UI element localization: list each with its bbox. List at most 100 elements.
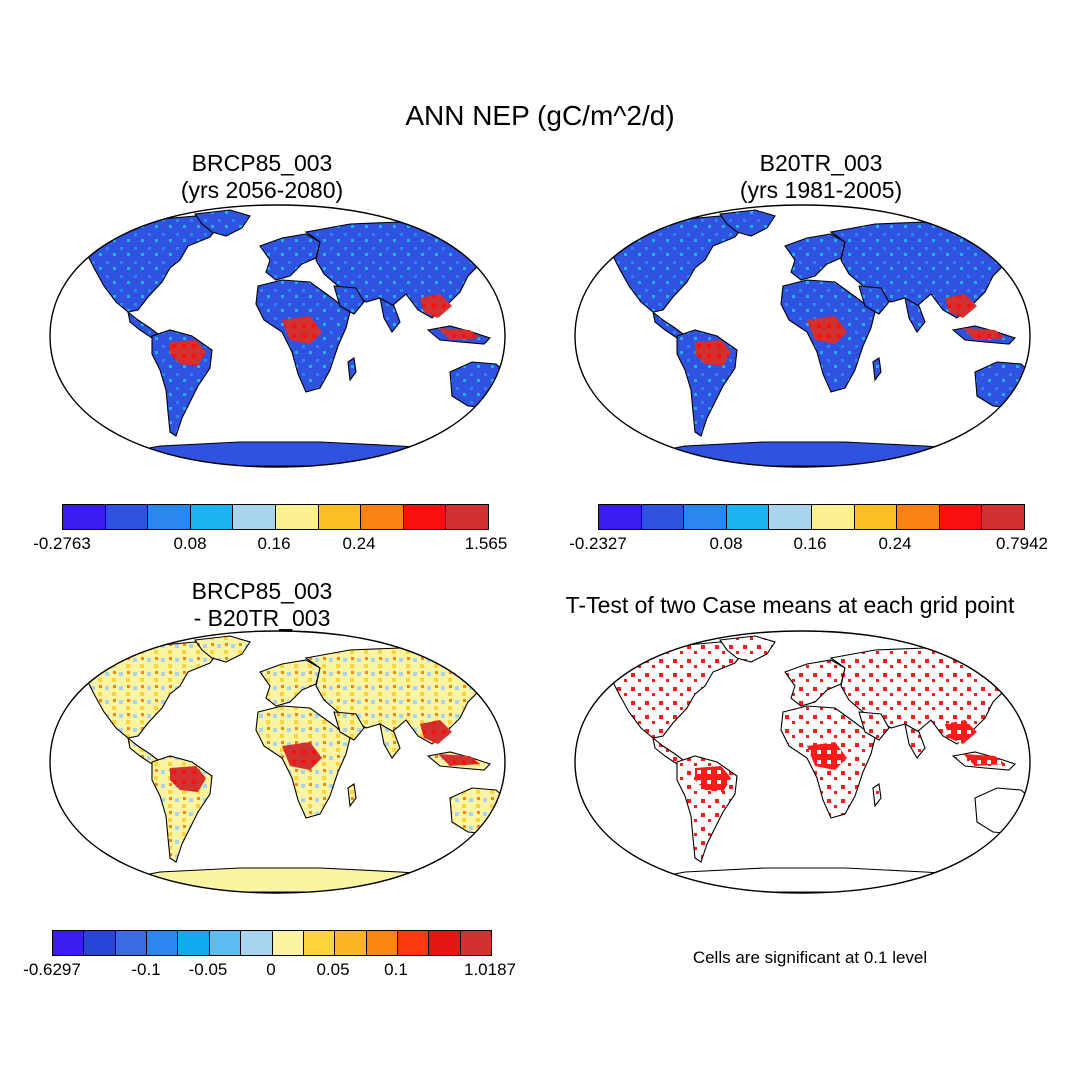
tick-label: 0.16 xyxy=(793,534,827,553)
hotspot-region xyxy=(945,720,977,744)
colorbar-cell xyxy=(115,931,148,955)
hotspot-region xyxy=(807,742,847,770)
colorbar-cell xyxy=(599,505,642,529)
tick-label: 1.565 xyxy=(464,534,508,553)
colorbar-cell xyxy=(939,505,983,529)
tick-label: 0.24 xyxy=(878,534,912,553)
colorbar-cell xyxy=(147,931,179,955)
tick-label: -0.2327 xyxy=(569,534,627,553)
map-panel-historical xyxy=(574,204,1031,468)
tick-label: -0.2763 xyxy=(33,534,91,553)
colorbar-cell xyxy=(811,505,855,529)
land-region xyxy=(379,296,401,333)
colorbar-cell xyxy=(53,931,85,955)
land-region xyxy=(194,209,251,237)
map-panel-future xyxy=(49,204,522,468)
panel1-title-line2: (yrs 2056-2080) xyxy=(180,177,344,203)
panel3-title-line1: BRCP85_003 xyxy=(191,578,333,604)
panel1-title: BRCP85_003 (yrs 2056-2080) xyxy=(62,150,462,204)
land-region xyxy=(347,783,357,808)
hotspot-region xyxy=(282,316,322,344)
colorbar-cell xyxy=(84,931,116,955)
map-panel-difference xyxy=(49,630,522,894)
colorbar-cell xyxy=(148,505,191,529)
tick-label: 0.24 xyxy=(342,534,376,553)
map-border xyxy=(49,630,506,894)
colorbar-cell xyxy=(105,505,149,529)
hotspot-region xyxy=(695,766,731,792)
panel4-title: T-Test of two Case means at each grid po… xyxy=(565,592,1015,618)
colorbar-cell xyxy=(397,931,430,955)
panel2-title-line1: B20TR_003 xyxy=(759,150,883,176)
panel1-title-line1: BRCP85_003 xyxy=(191,150,333,176)
colorbar-cell xyxy=(366,931,398,955)
tick-label: -0.05 xyxy=(188,960,228,979)
map-panel-ttest xyxy=(574,630,1047,894)
hotspot-region xyxy=(963,328,1005,340)
tick-label: -0.6297 xyxy=(23,960,81,979)
figure-title: ANN NEP (gC/m^2/d) xyxy=(405,100,675,131)
colorbar-cell xyxy=(190,505,234,529)
map-border xyxy=(574,630,1031,894)
colorbar-cell xyxy=(241,931,273,955)
land-region xyxy=(719,635,776,663)
colorbar-historical xyxy=(598,504,1025,530)
land-region xyxy=(514,830,522,848)
land-region xyxy=(858,711,890,741)
colorbar-cell xyxy=(335,931,367,955)
colorbar-cell xyxy=(275,505,319,529)
colorbar-cell xyxy=(854,505,898,529)
land-region xyxy=(333,711,365,741)
land-region xyxy=(719,209,776,237)
map-border xyxy=(49,204,506,468)
map-border xyxy=(574,204,1031,468)
hotspot-region xyxy=(695,340,731,366)
land-region xyxy=(333,285,365,315)
tick-label: -0.1 xyxy=(131,960,161,979)
colorbar-cell xyxy=(233,505,276,529)
panel2-title: B20TR_003 (yrs 1981-2005) xyxy=(621,150,1021,204)
land-region xyxy=(784,659,846,707)
land-region xyxy=(858,285,890,315)
land-region xyxy=(347,357,357,382)
panel3-title-line2: - B20TR_003 xyxy=(193,605,331,631)
hotspot-region xyxy=(438,754,480,766)
colorbar-cell xyxy=(460,931,492,955)
hotspot-region xyxy=(807,316,847,344)
tick-label: 0.08 xyxy=(173,534,207,553)
colorbar-cell xyxy=(982,505,1024,529)
hotspot-region xyxy=(963,754,1005,766)
land-region xyxy=(194,635,251,663)
tick-label: 0.05 xyxy=(316,960,350,979)
land-region xyxy=(872,357,882,382)
land-region xyxy=(784,233,846,281)
significance-note: Cells are significant at 0.1 level xyxy=(692,948,928,967)
colorbar-cell xyxy=(769,505,812,529)
colorbar-cell xyxy=(897,505,940,529)
colorbar-cell xyxy=(641,505,685,529)
hotspot-region xyxy=(438,328,480,340)
colorbar-cell xyxy=(318,505,362,529)
land-region xyxy=(259,233,321,281)
colorbar-cell xyxy=(303,931,336,955)
land-region xyxy=(904,296,926,333)
tick-label: 0.08 xyxy=(709,534,743,553)
colorbar-cell xyxy=(726,505,770,529)
tick-label: 0.16 xyxy=(257,534,291,553)
land-region xyxy=(872,783,882,808)
colorbar-cell xyxy=(209,931,242,955)
colorbar-cell xyxy=(63,505,106,529)
land-region xyxy=(514,404,522,422)
colorbar-future xyxy=(62,504,489,530)
colorbar-cell xyxy=(403,505,447,529)
colorbar-cell xyxy=(446,505,488,529)
tick-label: 0.1 xyxy=(384,960,408,979)
tick-label: 1.0187 xyxy=(464,960,516,979)
hotspot-region xyxy=(170,766,206,792)
colorbar-cell xyxy=(684,505,727,529)
land-region xyxy=(904,722,926,759)
hotspot-region xyxy=(945,294,977,318)
hotspot-region xyxy=(420,720,452,744)
panel2-title-line2: (yrs 1981-2005) xyxy=(739,177,903,203)
land-region xyxy=(1039,830,1047,848)
